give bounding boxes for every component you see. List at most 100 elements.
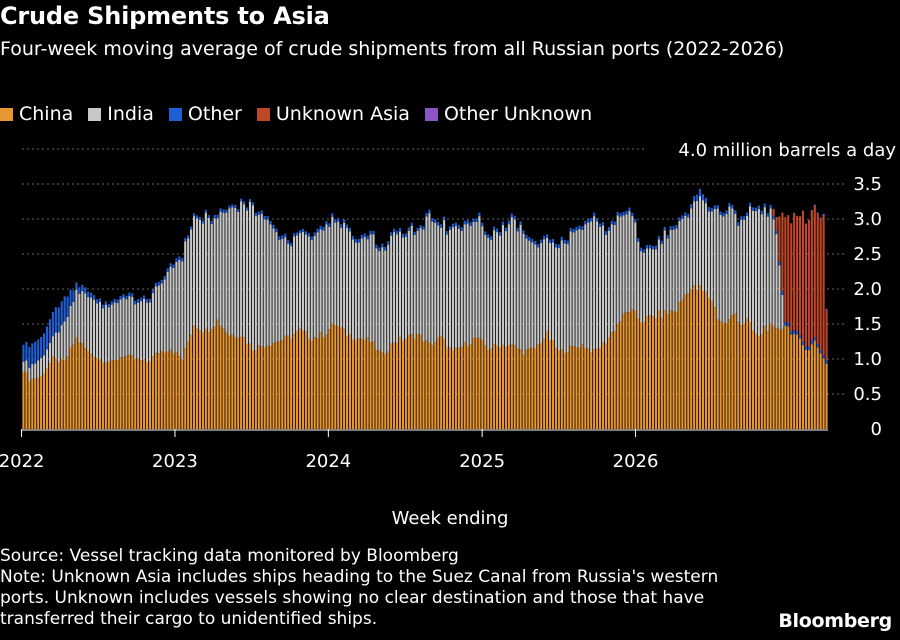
bar-other: [275, 228, 278, 233]
bar-other: [198, 217, 202, 220]
bar-india: [278, 239, 281, 342]
y-tick-label: 1.0: [853, 349, 882, 370]
bar-china: [325, 334, 328, 429]
bar-china: [63, 360, 66, 429]
bar-india: [234, 207, 237, 337]
legend: China India Other Unknown Asia Other Unk…: [0, 103, 607, 125]
bar-other: [60, 301, 63, 326]
bar-other: [734, 210, 737, 214]
bar-india: [384, 250, 387, 355]
bar-other: [646, 244, 649, 249]
bar-india: [410, 225, 413, 335]
bar-india: [437, 225, 440, 338]
bar-india: [178, 259, 181, 357]
footer: Source: Vessel tracking data monitored b…: [0, 546, 760, 630]
legend-label-china: China: [19, 103, 74, 125]
bar-other: [66, 296, 69, 317]
bar-china: [646, 315, 649, 429]
bar-india: [713, 208, 716, 308]
bar-india: [163, 279, 166, 353]
bar-china: [116, 360, 119, 429]
bar-india: [698, 196, 702, 286]
bar-india: [275, 232, 278, 342]
bar-other: [219, 208, 222, 212]
bar-other: [781, 291, 784, 295]
bar-china: [457, 347, 460, 429]
bar-india: [404, 236, 407, 339]
bar-other: [157, 282, 160, 286]
bar-other: [510, 213, 513, 218]
bar-china: [643, 322, 646, 429]
bar-india: [128, 296, 131, 355]
bar-other: [343, 219, 346, 223]
bar-other: [290, 242, 293, 247]
bar-other: [484, 231, 487, 235]
bar-other: [554, 243, 557, 248]
bar-india: [60, 325, 63, 359]
bar-india: [251, 205, 254, 351]
bar-india: [648, 248, 652, 316]
bar-india: [166, 271, 169, 352]
bar-other: [360, 234, 363, 239]
bar-china: [610, 332, 613, 429]
bar-india: [34, 363, 37, 379]
bar-china: [345, 336, 349, 429]
bar-india: [157, 285, 160, 354]
bar-china: [819, 353, 822, 429]
bar-other: [307, 233, 310, 237]
bar-india: [696, 200, 699, 291]
legend-item-other-unknown: Other Unknown: [424, 103, 592, 125]
bar-china: [784, 325, 787, 429]
bar-other: [419, 225, 422, 229]
bar-india: [310, 240, 313, 342]
legend-swatch-unknown-asia: [256, 107, 270, 121]
bar-other: [90, 292, 93, 298]
bar-other: [213, 214, 216, 219]
bar-other: [648, 244, 652, 249]
bar-india: [366, 239, 369, 338]
bar-china: [766, 331, 769, 429]
bar-china: [237, 338, 240, 429]
bar-india: [693, 201, 696, 286]
bar-china: [278, 341, 281, 429]
bar-other: [325, 220, 328, 225]
bar-other: [122, 293, 125, 298]
bar-india: [75, 289, 78, 337]
bar-other: [725, 210, 728, 214]
bar-india: [134, 304, 137, 360]
bar-india: [701, 200, 705, 291]
bar-india: [763, 207, 766, 327]
bar-china: [543, 338, 546, 429]
bar-other: [404, 233, 407, 237]
bar-india: [145, 302, 149, 363]
bar-china: [69, 347, 72, 429]
bar-china: [810, 344, 813, 429]
bar-china: [31, 378, 34, 429]
bar-china: [640, 322, 643, 429]
bar-other: [660, 240, 663, 245]
bar-other: [460, 227, 463, 231]
bar-other: [551, 238, 555, 243]
bar-india: [272, 228, 275, 344]
bar-other: [407, 227, 410, 231]
bar-india: [260, 213, 263, 347]
bar-china: [584, 348, 587, 429]
bar-china: [304, 331, 307, 429]
bar-other: [628, 207, 631, 212]
bar-other: [816, 343, 819, 348]
bar-india: [263, 219, 266, 348]
bar-china: [607, 337, 610, 429]
bar-india: [472, 221, 475, 339]
bar-china: [698, 285, 702, 429]
bar-other: [369, 231, 372, 235]
bar-china: [678, 302, 681, 429]
bar-other: [448, 226, 452, 230]
y-tick-label: 0: [871, 419, 882, 440]
bar-other: [22, 344, 25, 362]
bar-other: [498, 232, 502, 236]
bar-other: [190, 226, 193, 230]
y-axis: 0 0.5 1.0 1.5 2.0 2.5 3.0 3.5 4.0 million barrel…: [678, 140, 896, 440]
bar-china: [178, 356, 181, 429]
bar-china: [651, 316, 655, 429]
bar-other: [87, 291, 90, 298]
